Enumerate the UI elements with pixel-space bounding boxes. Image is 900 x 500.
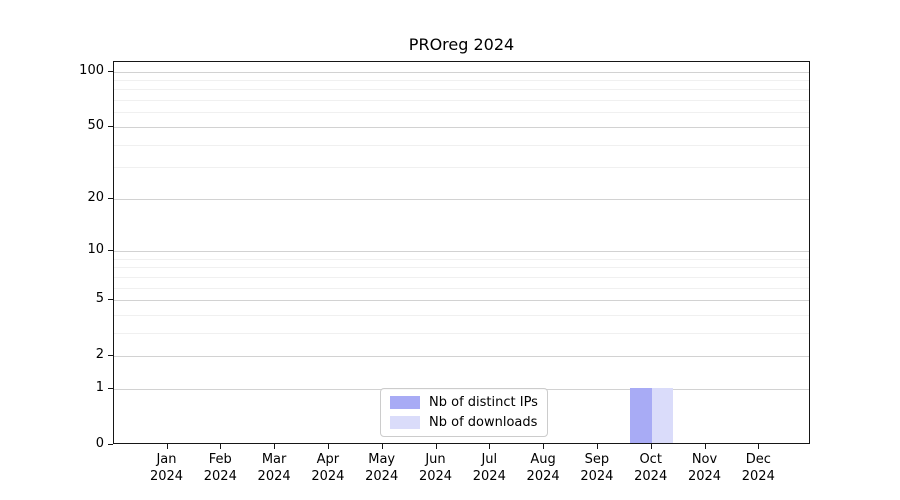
y-gridline-major — [114, 71, 809, 73]
y-gridline-minor — [114, 267, 809, 269]
x-tick-month: Aug — [530, 452, 556, 467]
x-tick-mark — [274, 444, 276, 449]
x-tick-mark — [435, 444, 437, 449]
y-gridline-minor — [114, 100, 809, 102]
x-tick-year: 2024 — [311, 469, 345, 484]
x-tick-label: Jan 2024 — [135, 451, 199, 485]
x-tick-month: Jul — [481, 452, 498, 467]
y-gridline-minor — [114, 112, 809, 114]
x-tick-label: Jul 2024 — [457, 451, 521, 485]
legend-label: Nb of distinct IPs — [429, 395, 538, 410]
y-gridline-major — [114, 126, 809, 128]
x-tick-mark — [758, 444, 760, 449]
y-tick-mark — [108, 299, 113, 301]
y-gridline-major — [114, 198, 809, 200]
legend-swatch — [390, 396, 420, 409]
x-tick-month: Jun — [425, 452, 446, 467]
y-gridline-minor — [114, 89, 809, 91]
x-tick-year: 2024 — [365, 469, 399, 484]
y-tick-mark — [108, 249, 113, 251]
y-gridline-minor — [114, 80, 809, 82]
y-gridline-minor — [114, 144, 809, 146]
x-tick-year: 2024 — [741, 469, 775, 484]
x-tick-label: May 2024 — [350, 451, 414, 485]
x-tick-label: Oct 2024 — [619, 451, 683, 485]
x-tick-label: Feb 2024 — [188, 451, 252, 485]
y-gridline-minor — [114, 167, 809, 169]
y-tick-mark — [108, 70, 113, 72]
y-gridline-minor — [114, 276, 809, 278]
x-tick-month: May — [368, 452, 396, 467]
x-tick-mark — [220, 444, 222, 449]
y-tick-mark — [108, 444, 113, 445]
x-tick-month: Oct — [639, 452, 662, 467]
y-gridline-minor — [114, 258, 809, 260]
x-tick-mark — [543, 444, 545, 449]
x-tick-label: Mar 2024 — [242, 451, 306, 485]
chart-title: PROreg 2024 — [408, 35, 515, 54]
x-tick-month: Mar — [261, 452, 287, 467]
x-tick-month: Feb — [208, 452, 232, 467]
x-tick-year: 2024 — [634, 469, 668, 484]
bar-nb-of-downloads — [651, 387, 674, 443]
x-tick-month: Apr — [316, 452, 340, 467]
y-tick-label: 50 — [87, 117, 104, 133]
legend-row: Nb of downloads — [390, 415, 538, 430]
y-tick-label: 5 — [95, 291, 104, 307]
x-tick-month: Jan — [156, 452, 177, 467]
y-tick-label: 100 — [79, 62, 104, 78]
y-tick-mark — [108, 387, 113, 389]
legend-row: Nb of distinct IPs — [390, 395, 538, 410]
x-tick-mark — [381, 444, 383, 449]
y-tick-mark — [108, 197, 113, 199]
x-tick-mark — [650, 444, 652, 449]
x-tick-label: Aug 2024 — [511, 451, 575, 485]
x-tick-year: 2024 — [472, 469, 506, 484]
legend: Nb of distinct IPs Nb of downloads — [380, 388, 548, 437]
x-tick-label: Apr 2024 — [296, 451, 360, 485]
x-tick-label: Jun 2024 — [404, 451, 468, 485]
y-tick-mark — [108, 125, 113, 127]
y-tick-label: 20 — [87, 189, 104, 205]
y-tick-label: 0 — [95, 436, 104, 451]
x-tick-mark — [704, 444, 706, 449]
y-gridline-minor — [114, 287, 809, 289]
y-tick-mark — [108, 355, 113, 357]
x-tick-year: 2024 — [203, 469, 237, 484]
x-tick-mark — [596, 444, 598, 449]
x-tick-year: 2024 — [257, 469, 291, 484]
x-tick-label: Sep 2024 — [565, 451, 629, 485]
y-gridline-major — [114, 250, 809, 252]
x-tick-year: 2024 — [149, 469, 184, 484]
x-tick-label: Dec 2024 — [726, 451, 790, 485]
x-tick-year: 2024 — [526, 469, 560, 484]
x-tick-year: 2024 — [580, 469, 614, 484]
x-tick-mark — [327, 444, 329, 449]
y-gridline-major — [114, 300, 809, 302]
y-gridline-minor — [114, 314, 809, 316]
y-tick-label: 1 — [95, 379, 104, 395]
x-tick-year: 2024 — [418, 469, 453, 484]
x-tick-mark — [166, 444, 168, 449]
bar-nb-of-distinct-ips — [630, 387, 652, 443]
x-tick-month: Nov — [691, 452, 718, 467]
x-tick-mark — [489, 444, 491, 449]
y-gridline-major — [114, 356, 809, 358]
y-gridline-minor — [114, 332, 809, 334]
legend-label: Nb of downloads — [429, 415, 538, 430]
x-tick-month: Sep — [584, 452, 610, 467]
x-tick-label: Nov 2024 — [673, 451, 737, 485]
x-tick-month: Dec — [745, 452, 771, 467]
y-tick-label: 10 — [87, 241, 104, 257]
y-tick-label: 2 — [95, 347, 104, 363]
x-tick-year: 2024 — [687, 469, 722, 484]
plot-area — [113, 61, 810, 444]
legend-swatch — [390, 416, 420, 429]
